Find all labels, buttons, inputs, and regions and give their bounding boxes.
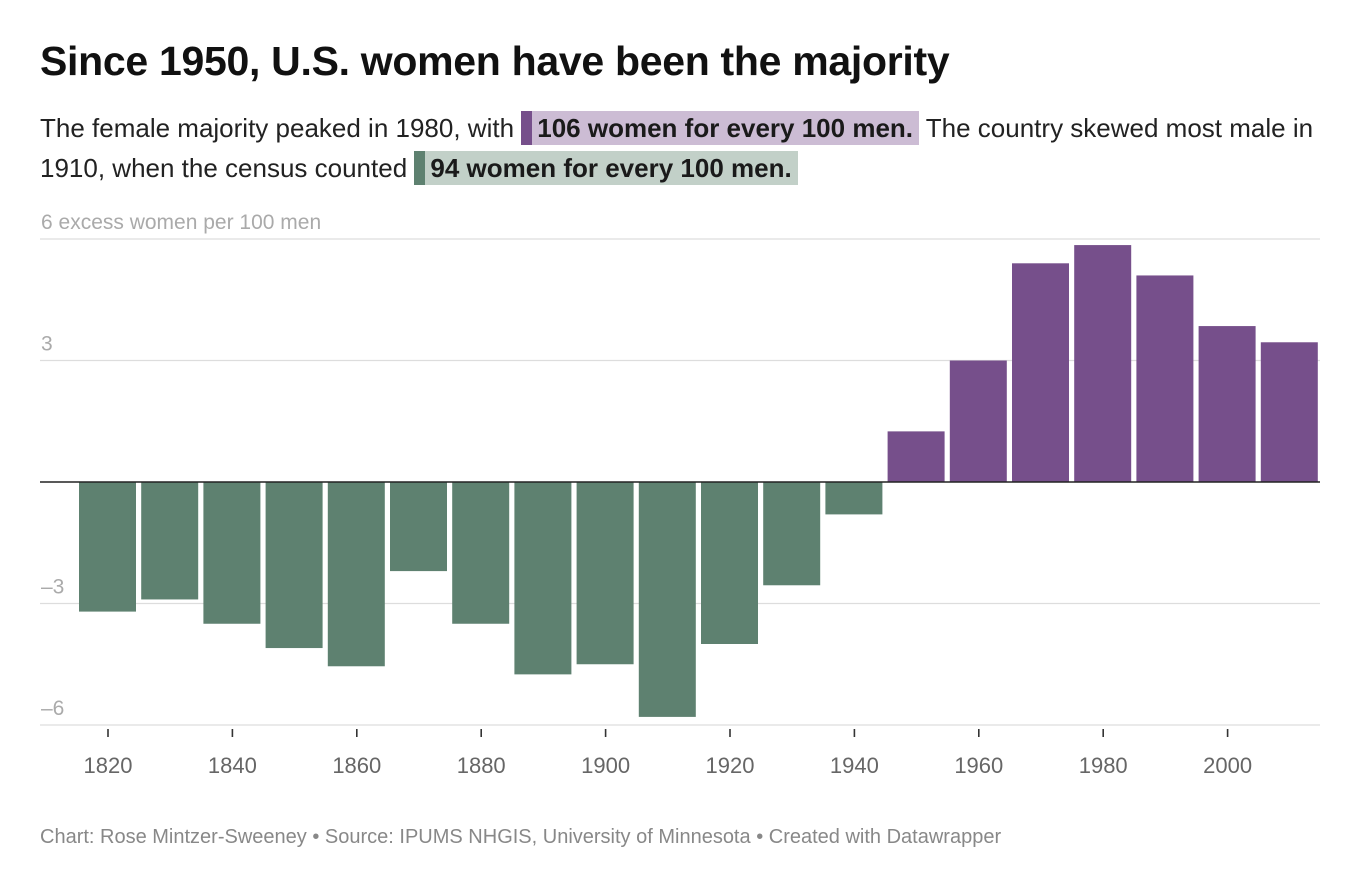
x-tick-label: 1920 <box>706 753 755 778</box>
footer-source: Source: IPUMS NHGIS, University of Minne… <box>324 826 751 848</box>
bar-1950 <box>887 431 945 482</box>
footer-chart-credit: Chart: Rose Mintzer-Sweeney <box>40 826 307 848</box>
bar-1870 <box>390 482 447 572</box>
bar-1840 <box>203 482 261 624</box>
subtitle-text-2: The country skewed most male in 1910, wh… <box>40 113 1314 183</box>
bar-1920 <box>701 482 758 644</box>
chart-title: Since 1950, U.S. women have been the maj… <box>40 38 950 84</box>
x-tick-label: 1820 <box>84 753 133 778</box>
bar-2010 <box>1260 342 1318 482</box>
bar-1830 <box>141 482 199 600</box>
bar-1820 <box>79 482 136 612</box>
bar-1980 <box>1074 245 1132 482</box>
y-tick-label: 6 excess women per 100 men <box>41 211 321 234</box>
highlight-male-peak: 94 women for every 100 men. <box>414 151 798 185</box>
footer-separator: • <box>756 826 764 848</box>
bar-1860 <box>327 482 385 667</box>
bar-chart: 6 excess women per 100 men 3 –3 –6 1820 1840 1… <box>40 211 1320 778</box>
y-tick-label: –3 <box>41 576 64 599</box>
bar-2000 <box>1198 326 1256 482</box>
x-tick-label: 1860 <box>332 753 381 778</box>
highlight-female-peak: 106 women for every 100 men. <box>521 111 920 145</box>
x-tick-label: 2000 <box>1203 753 1252 778</box>
x-tick-label: 1940 <box>830 753 879 778</box>
x-tick-label: 1840 <box>208 753 257 778</box>
x-tick-label: 1880 <box>457 753 506 778</box>
bar-1850 <box>265 482 323 649</box>
bar-1930 <box>763 482 821 586</box>
y-tick-label: –6 <box>41 697 64 720</box>
bar-1990 <box>1136 275 1194 482</box>
subtitle-text-1: The female majority peaked in 1980, with <box>40 113 515 143</box>
bar-1940 <box>825 482 883 515</box>
x-tick-label: 1900 <box>581 753 630 778</box>
bar-1910 <box>638 482 696 717</box>
chart-subtitle: The female majority peaked in 1980, with… <box>40 108 1330 188</box>
bar-1880 <box>452 482 510 624</box>
footer-created-with: Created with Datawrapper <box>768 826 1002 848</box>
x-tick-label: 1960 <box>954 753 1003 778</box>
y-tick-label: 3 <box>41 333 53 356</box>
chart-footer: Chart: Rose Mintzer-Sweeney • Source: IP… <box>40 826 1001 849</box>
bar-1900 <box>576 482 634 665</box>
footer-separator: • <box>312 826 320 848</box>
x-tick-label: 1980 <box>1079 753 1128 778</box>
bar-1960 <box>949 360 1007 482</box>
bar-1890 <box>514 482 572 675</box>
bar-1970 <box>1012 263 1069 482</box>
